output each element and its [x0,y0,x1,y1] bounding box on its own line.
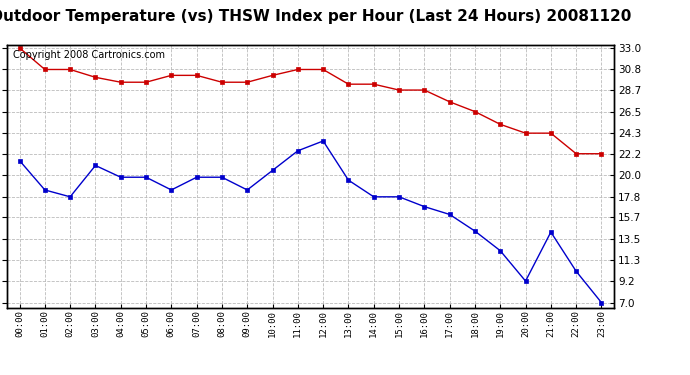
Text: Copyright 2008 Cartronics.com: Copyright 2008 Cartronics.com [13,50,165,60]
Text: Outdoor Temperature (vs) THSW Index per Hour (Last 24 Hours) 20081120: Outdoor Temperature (vs) THSW Index per … [0,9,631,24]
